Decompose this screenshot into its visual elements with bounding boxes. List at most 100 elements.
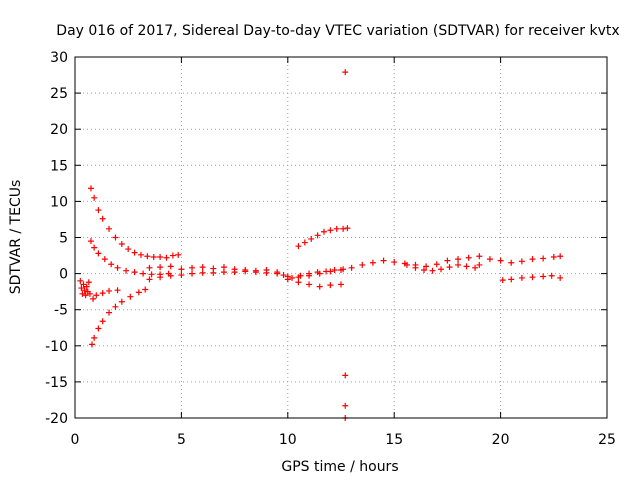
- data-point: [99, 215, 106, 222]
- data-point: [412, 264, 419, 271]
- data-point: [242, 268, 249, 275]
- data-point: [369, 259, 376, 266]
- data-point: [106, 287, 113, 294]
- data-point: [114, 264, 121, 271]
- data-point: [167, 263, 174, 270]
- data-point: [529, 256, 536, 263]
- y-tick-label: 25: [50, 86, 68, 102]
- data-point: [144, 253, 151, 260]
- data-point: [77, 277, 84, 284]
- data-point: [446, 264, 453, 271]
- data-point: [433, 261, 440, 268]
- data-point: [112, 234, 119, 241]
- data-point: [89, 341, 96, 348]
- grid: [75, 57, 607, 418]
- data-point: [320, 228, 327, 235]
- data-point: [127, 293, 134, 300]
- data-point: [308, 235, 315, 242]
- data-point: [167, 272, 174, 279]
- y-tick-label: -5: [54, 303, 68, 319]
- data-point: [529, 274, 536, 281]
- x-axis-label: GPS time / hours: [281, 459, 398, 475]
- data-point: [220, 269, 227, 276]
- data-point: [331, 266, 338, 273]
- y-tick-label: 30: [50, 50, 68, 66]
- data-point: [316, 283, 323, 290]
- data-point: [340, 225, 347, 232]
- data-point: [131, 269, 138, 276]
- data-point: [342, 372, 349, 379]
- data-point: [476, 253, 483, 260]
- data-point: [508, 276, 515, 283]
- data-point: [80, 281, 87, 288]
- data-point: [91, 334, 98, 341]
- data-point: [550, 253, 557, 260]
- series-rise-arc-11-13: [295, 225, 351, 250]
- data-point: [306, 270, 313, 277]
- data-point: [90, 295, 97, 302]
- data-point: [499, 277, 506, 284]
- data-point: [340, 266, 347, 273]
- data-point: [83, 283, 90, 290]
- data-point: [157, 264, 164, 271]
- data-point: [438, 266, 445, 273]
- data-point: [295, 243, 302, 250]
- series-mid-decay-arc: [87, 238, 172, 278]
- y-tick-label: 15: [50, 158, 68, 174]
- data-point: [87, 185, 94, 192]
- data-point: [95, 250, 102, 257]
- y-tick-label: -15: [45, 375, 68, 391]
- data-point: [106, 309, 113, 316]
- data-point: [157, 274, 164, 281]
- data-point: [297, 272, 304, 279]
- data-point: [199, 264, 206, 271]
- series-early-cluster: [77, 277, 93, 299]
- series-band-10-12: [280, 266, 347, 281]
- data-point: [79, 290, 86, 297]
- data-point: [150, 253, 157, 260]
- x-tick-label: 25: [598, 432, 616, 448]
- series-lower-rise-arc: [89, 286, 149, 348]
- data-point: [252, 269, 259, 276]
- data-point: [455, 256, 462, 263]
- series-outliers: [342, 69, 349, 421]
- data-point: [163, 254, 170, 261]
- data-point: [342, 69, 349, 76]
- data-point: [199, 269, 206, 276]
- data-point: [497, 257, 504, 264]
- x-tick-label: 20: [492, 432, 510, 448]
- series-upper-decay-arc: [87, 185, 182, 261]
- x-tick-label: 15: [385, 432, 403, 448]
- data-point: [142, 286, 149, 293]
- data-point: [508, 259, 515, 266]
- x-tick-label: 5: [177, 432, 186, 448]
- data-point: [380, 257, 387, 264]
- data-point: [220, 264, 227, 271]
- series-band-16-19: [403, 261, 483, 274]
- data-point: [81, 287, 88, 294]
- data-point: [106, 225, 113, 232]
- y-tick-label: -10: [45, 339, 68, 355]
- data-point: [169, 252, 176, 259]
- data-point: [178, 272, 185, 279]
- data-point: [518, 274, 525, 281]
- data-point: [263, 269, 270, 276]
- data-point: [108, 261, 115, 268]
- data-point: [189, 270, 196, 277]
- data-point: [348, 264, 355, 271]
- data-point: [344, 225, 351, 232]
- data-point: [274, 270, 281, 277]
- data-point: [95, 325, 102, 332]
- data-point: [557, 253, 564, 260]
- data-point: [146, 276, 153, 283]
- data-point: [86, 290, 93, 297]
- data-point: [231, 269, 238, 276]
- data-point: [472, 264, 479, 271]
- data-point: [101, 256, 108, 263]
- data-point: [99, 290, 106, 297]
- data-point: [157, 253, 164, 260]
- chart-title: Day 016 of 2017, Sidereal Day-to-day VTE…: [56, 23, 619, 39]
- data-point: [140, 270, 147, 277]
- data-point: [423, 263, 430, 270]
- data-point: [78, 285, 85, 292]
